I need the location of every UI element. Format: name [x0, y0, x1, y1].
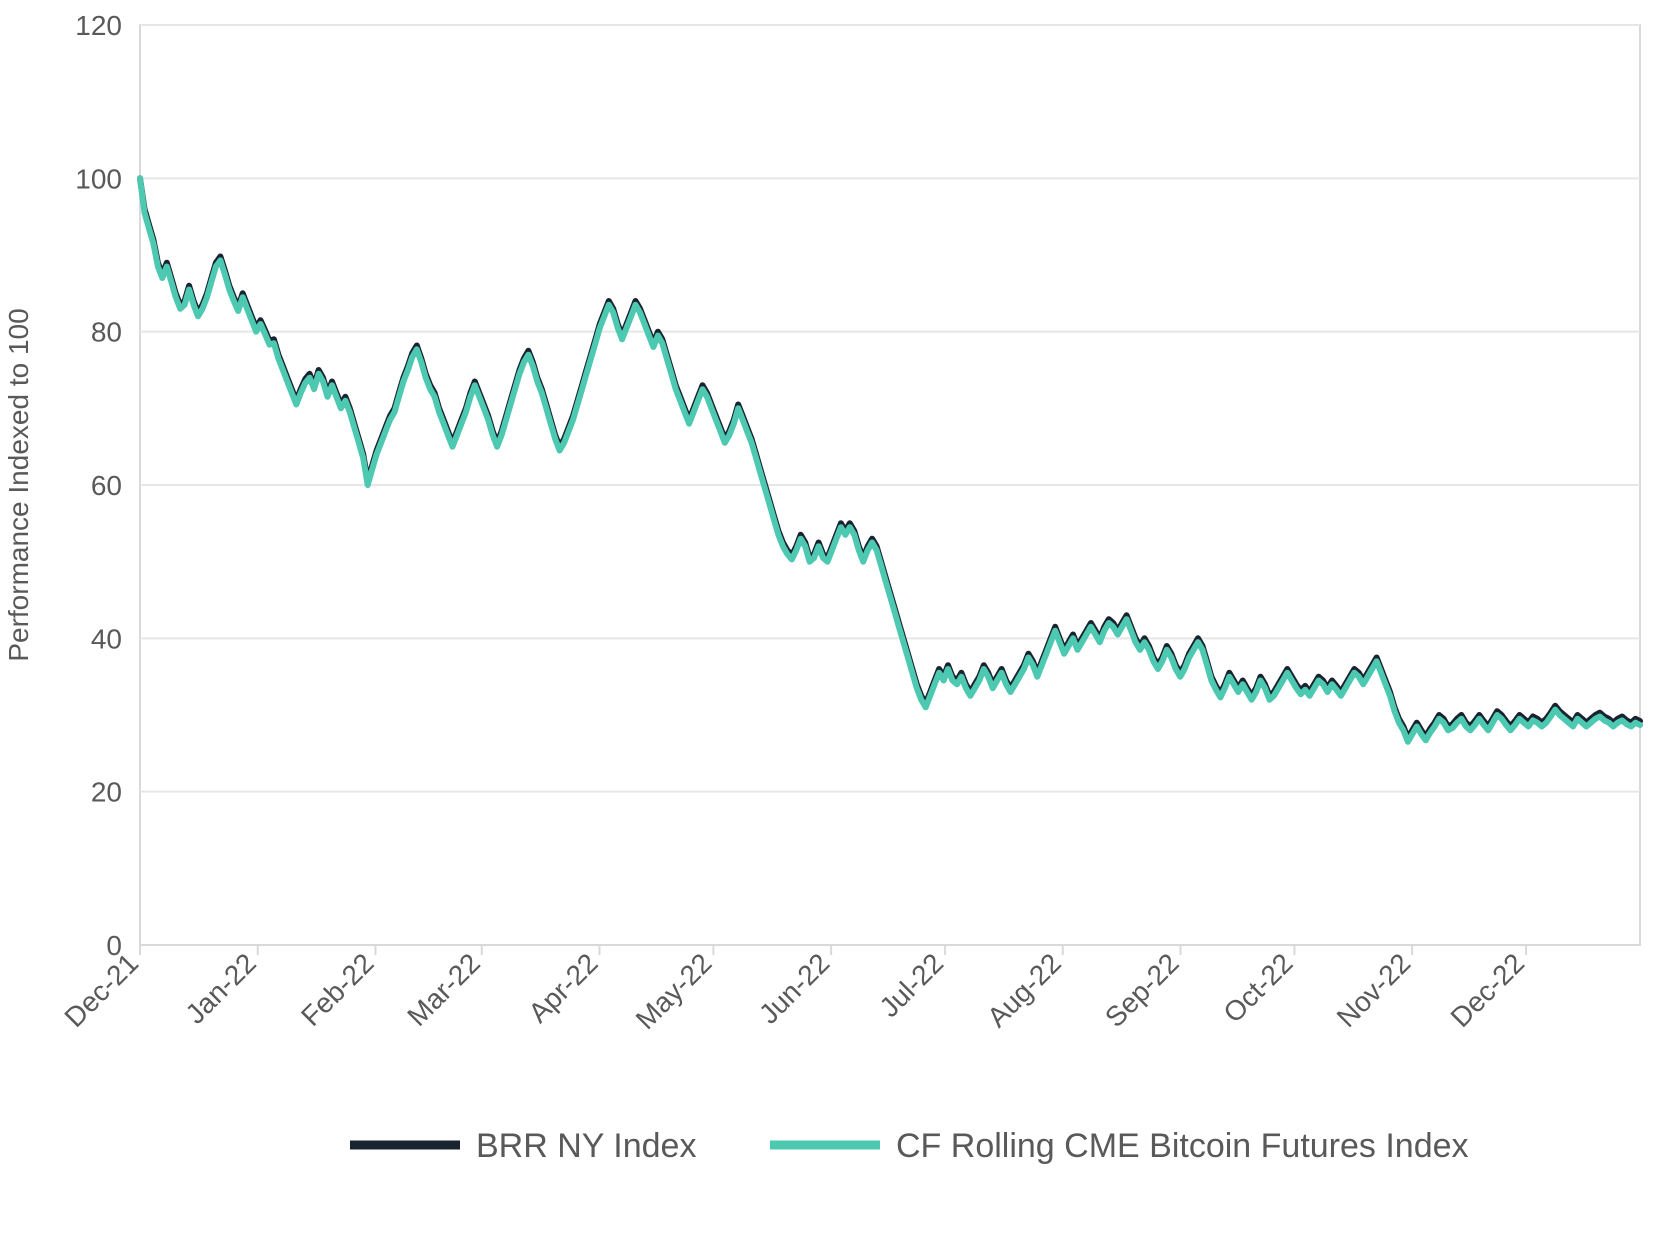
y-axis-title: Performance Indexed to 100: [3, 308, 34, 661]
legend-label: CF Rolling CME Bitcoin Futures Index: [896, 1127, 1469, 1165]
y-tick-label: 100: [75, 163, 122, 194]
y-tick-label: 120: [75, 10, 122, 41]
y-tick-label: 20: [91, 777, 122, 808]
legend-label: BRR NY Index: [476, 1127, 696, 1165]
chart-container: 020406080100120Dec-21Jan-22Feb-22Mar-22A…: [0, 0, 1677, 1246]
y-tick-label: 40: [91, 623, 122, 654]
y-tick-label: 80: [91, 317, 122, 348]
y-tick-label: 60: [91, 470, 122, 501]
line-chart: 020406080100120Dec-21Jan-22Feb-22Mar-22A…: [0, 0, 1677, 1246]
